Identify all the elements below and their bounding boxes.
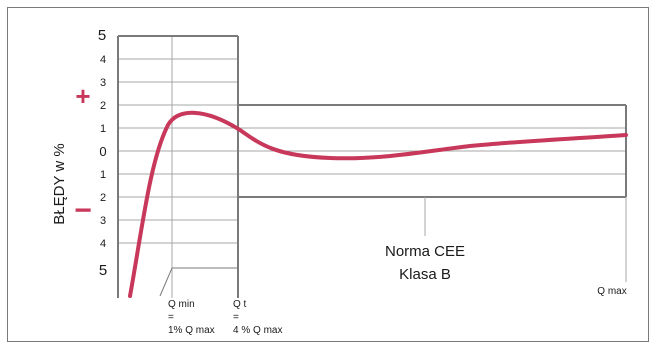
qt-eq: = xyxy=(233,312,239,323)
tick-label: 1 xyxy=(100,123,106,135)
tick-label: 2 xyxy=(100,100,106,112)
qmin-label: Q min = 1% Q max xyxy=(168,299,215,336)
minus-sign: − xyxy=(74,194,92,227)
tick-label: 4 xyxy=(100,54,106,66)
tick-label: 5 xyxy=(99,262,107,279)
tick-label: 2 xyxy=(100,192,106,204)
tolerance-limits xyxy=(117,35,627,298)
outer-border xyxy=(7,7,649,342)
qmax-label: Q max xyxy=(597,286,626,297)
norm-label-line2: Klasa B xyxy=(399,266,451,283)
error-curve xyxy=(128,110,628,298)
tick-label: 3 xyxy=(100,215,106,227)
plus-sign: + xyxy=(75,81,90,111)
qt-name: Q t xyxy=(233,299,247,310)
tick-label: 5 xyxy=(98,27,106,44)
lower-limit-step xyxy=(159,267,238,297)
qmin-value: 1% Q max xyxy=(168,325,215,336)
grid-lines xyxy=(118,36,626,298)
tick-label: 4 xyxy=(100,238,106,250)
qmin-name: Q min xyxy=(168,299,195,310)
tick-label: 3 xyxy=(100,77,106,89)
norm-label-line1: Norma CEE xyxy=(385,243,465,260)
tick-label: 1 xyxy=(100,169,106,181)
y-axis-label: BŁĘDY w % xyxy=(51,143,68,224)
qt-label: Q t = 4 % Q max xyxy=(233,299,282,336)
qmin-eq: = xyxy=(168,312,174,323)
y-tick-labels: 5 4 3 2 1 0 1 2 3 4 5 xyxy=(98,27,107,279)
qt-value: 4 % Q max xyxy=(233,325,282,336)
tick-label: 0 xyxy=(99,144,106,159)
